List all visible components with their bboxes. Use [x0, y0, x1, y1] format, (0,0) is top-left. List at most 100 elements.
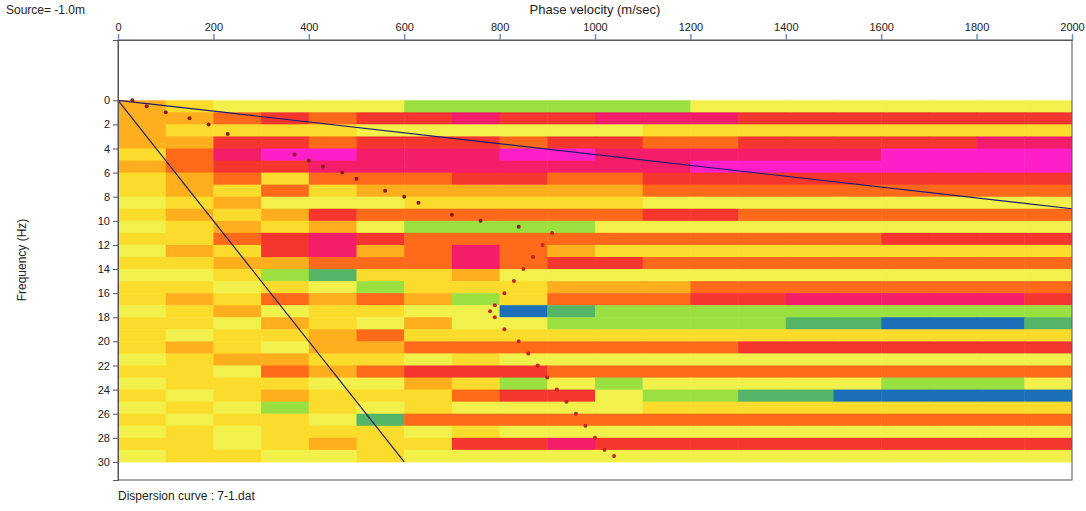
tick: 20 [98, 335, 118, 347]
heatmap-cell [786, 112, 834, 125]
tick: 4 [104, 143, 118, 155]
heatmap-cell [834, 136, 882, 149]
heatmap-cell [977, 269, 1025, 282]
heatmap-cell [929, 245, 977, 258]
heatmap-cell [500, 209, 548, 222]
heatmap-cell [404, 353, 452, 366]
heatmap-cell [881, 426, 929, 439]
heatmap-cell [643, 100, 691, 113]
heatmap-cell [404, 414, 452, 427]
tick-label: 8 [104, 191, 110, 203]
heatmap-cell [690, 317, 738, 330]
heatmap-cell [977, 245, 1025, 258]
tick: 400 [300, 21, 318, 40]
heatmap-cell [738, 197, 786, 210]
heatmap-cell [977, 450, 1025, 463]
dispersion-point [383, 189, 387, 193]
heatmap-cell [261, 136, 309, 149]
heatmap-cell [261, 402, 309, 415]
heatmap-cell [1024, 148, 1072, 161]
dispersion-point [450, 213, 454, 217]
heatmap-cell [452, 353, 500, 366]
heatmap-cell [977, 341, 1025, 354]
heatmap-cell [357, 293, 405, 306]
heatmap-cell [118, 341, 166, 354]
heatmap-cell [166, 197, 214, 210]
heatmap-cell [690, 341, 738, 354]
heatmap-cell [643, 269, 691, 282]
heatmap-cell [166, 173, 214, 186]
heatmap-cell [309, 233, 357, 246]
tick-label: 24 [98, 384, 110, 396]
dispersion-point [555, 388, 559, 392]
heatmap-cell [213, 100, 261, 113]
tick-mark [113, 414, 118, 415]
tick: 2000 [1060, 21, 1084, 40]
heatmap-cell [929, 221, 977, 234]
heatmap-cell [786, 378, 834, 391]
heatmap-cell [881, 305, 929, 318]
heatmap-cell [929, 390, 977, 403]
tick-label: 10 [98, 215, 110, 227]
heatmap-cell [547, 450, 595, 463]
heatmap-cell [643, 148, 691, 161]
heatmap-cell [213, 136, 261, 149]
heatmap-cell [500, 426, 548, 439]
heatmap-cell [404, 136, 452, 149]
heatmap-cell [690, 329, 738, 342]
heatmap-cell [547, 100, 595, 113]
dispersion-point [517, 339, 521, 343]
dispersion-point [564, 400, 568, 404]
heatmap-cell [547, 136, 595, 149]
heatmap-cell [690, 438, 738, 451]
tick-label: 18 [98, 311, 110, 323]
heatmap-cell [309, 221, 357, 234]
heatmap-cell [595, 390, 643, 403]
heatmap-cell [786, 414, 834, 427]
heatmap-cell [595, 245, 643, 258]
heatmap-cell [404, 317, 452, 330]
tick: 18 [98, 311, 118, 323]
heatmap-cell [452, 269, 500, 282]
heatmap-cell [1024, 269, 1072, 282]
heatmap-cell [834, 414, 882, 427]
x-axis: 0200400600800100012001400160018002000 [115, 21, 1084, 41]
heatmap-cell [595, 317, 643, 330]
heatmap-cell [690, 293, 738, 306]
heatmap-cell [738, 136, 786, 149]
heatmap-cell [452, 233, 500, 246]
heatmap-cell [786, 317, 834, 330]
heatmap-cell [786, 100, 834, 113]
tick-label: 6 [104, 167, 110, 179]
heatmap-cell [261, 450, 309, 463]
heatmap-cell [834, 329, 882, 342]
tick: 200 [205, 21, 223, 40]
heatmap-cell [881, 378, 929, 391]
heatmap-cell [977, 148, 1025, 161]
heatmap-cell [977, 112, 1025, 125]
heatmap-cell [357, 221, 405, 234]
heatmap-cell [404, 341, 452, 354]
heatmap-cell [309, 305, 357, 318]
heatmap-cell [309, 353, 357, 366]
heatmap-cell [213, 197, 261, 210]
heatmap-cell [929, 281, 977, 294]
heatmap-cell [261, 233, 309, 246]
heatmap-cell [404, 221, 452, 234]
tick-mark [404, 34, 406, 40]
heatmap-cell [261, 378, 309, 391]
heatmap-cell [547, 293, 595, 306]
y-axis: 024681012141618202224262830 [98, 41, 119, 481]
heatmap-cell [357, 402, 405, 415]
heatmap-cell [643, 257, 691, 270]
heatmap-cell [690, 281, 738, 294]
heatmap-cell [547, 390, 595, 403]
heatmap-cell [547, 257, 595, 270]
heatmap-cell [643, 450, 691, 463]
dispersion-point [526, 351, 530, 355]
heatmap-cell [643, 245, 691, 258]
heatmap-cell [834, 365, 882, 378]
heatmap-cell [213, 317, 261, 330]
heatmap-cell [929, 293, 977, 306]
heatmap-cell [309, 257, 357, 270]
